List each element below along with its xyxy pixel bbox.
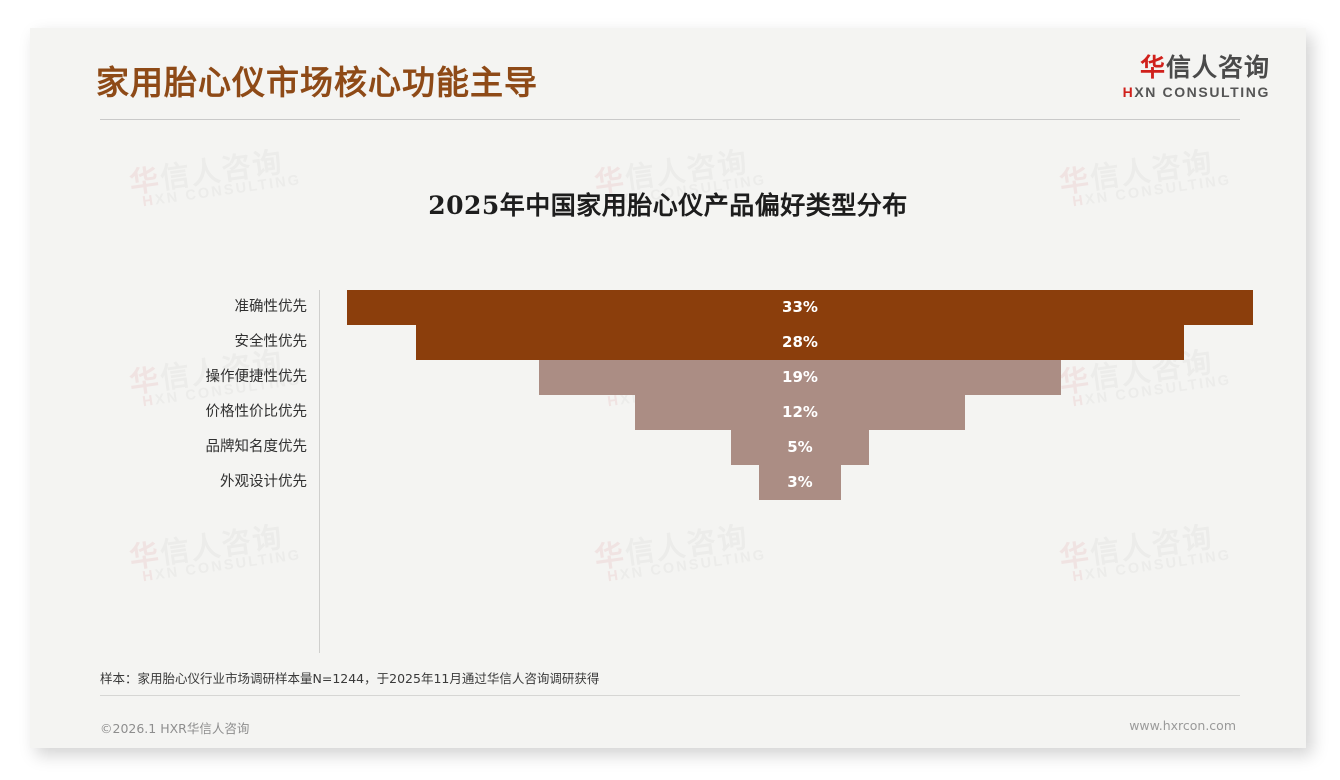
copyright-text: ©2026.1 HXR华信人咨询 <box>100 721 250 736</box>
chart-bar[interactable] <box>416 325 1184 360</box>
page-title: 家用胎心仪市场核心功能主导 <box>96 63 538 102</box>
chart-bar[interactable] <box>731 430 869 465</box>
bar-value-label: 19% <box>782 368 818 386</box>
company-logo: 华信人咨询 HXN CONSULTING <box>1123 54 1270 100</box>
category-label: 准确性优先 <box>234 299 308 315</box>
chart-row: 品牌知名度优先 5% <box>30 430 1306 465</box>
bar-value-label: 12% <box>782 403 818 421</box>
logo-chinese-text: 华信人咨询 <box>1123 54 1270 82</box>
bar-value-label: 33% <box>782 298 818 316</box>
website-url[interactable]: www.hxrcon.com <box>1129 718 1236 733</box>
chart-row: 安全性优先 28% <box>30 325 1306 360</box>
logo-en-rest: XN CONSULTING <box>1134 83 1270 100</box>
chart-row: 外观设计优先 3% <box>30 465 1306 500</box>
category-label: 安全性优先 <box>234 334 308 350</box>
chart-axis-line <box>319 290 320 653</box>
logo-en-red-char: H <box>1122 83 1135 100</box>
chart-title: 2025年中国家用胎心仪产品偏好类型分布 <box>428 191 908 220</box>
chart-bar[interactable] <box>758 465 842 500</box>
chart-row: 操作便捷性优先 19% <box>30 360 1306 395</box>
footnote-divider <box>100 695 1240 696</box>
category-label: 价格性价比优先 <box>205 404 308 420</box>
category-label: 品牌知名度优先 <box>205 439 308 455</box>
slide-footer: ©2026.1 HXR华信人咨询 www.hxrcon.com <box>30 706 1306 748</box>
slide-header: 家用胎心仪市场核心功能主导 华信人咨询 HXN CONSULTING <box>30 28 1306 120</box>
logo-cn-rest: 信人咨询 <box>1165 53 1270 82</box>
chart-bar[interactable] <box>347 290 1253 325</box>
chart-row: 准确性优先 33% <box>30 290 1306 325</box>
chart-bar[interactable] <box>539 360 1061 395</box>
chart-bar[interactable] <box>635 395 965 430</box>
logo-cn-red-char: 华 <box>1139 53 1166 82</box>
bar-value-label: 28% <box>782 333 818 351</box>
header-divider <box>100 119 1240 120</box>
bar-value-label: 3% <box>787 473 813 491</box>
chart-row: 价格性价比优先 12% <box>30 395 1306 430</box>
logo-english-text: HXN CONSULTING <box>1123 84 1270 100</box>
bar-value-label: 5% <box>787 438 813 456</box>
category-label: 操作便捷性优先 <box>205 369 308 385</box>
sample-note: 样本：家用胎心仪行业市场调研样本量N=1244，于2025年11月通过华信人咨询… <box>100 671 600 686</box>
footnote-block: 样本：家用胎心仪行业市场调研样本量N=1244，于2025年11月通过华信人咨询… <box>100 668 1240 696</box>
slide-canvas: 华信人咨询 HXN CONSULTING 华信人咨询 HXN CONSULTING 华信… <box>30 28 1306 748</box>
chart-plot: 准确性优先 33% 安全性优先 28% 操作便捷性优先 19% 价格性价比优先 12% 品牌知名… <box>30 278 1306 653</box>
chart-area: 2025年中国家用胎心仪产品偏好类型分布 准确性优先 33% 安全性优先 28% 操作便… <box>30 128 1306 668</box>
category-label: 外观设计优先 <box>220 474 307 490</box>
